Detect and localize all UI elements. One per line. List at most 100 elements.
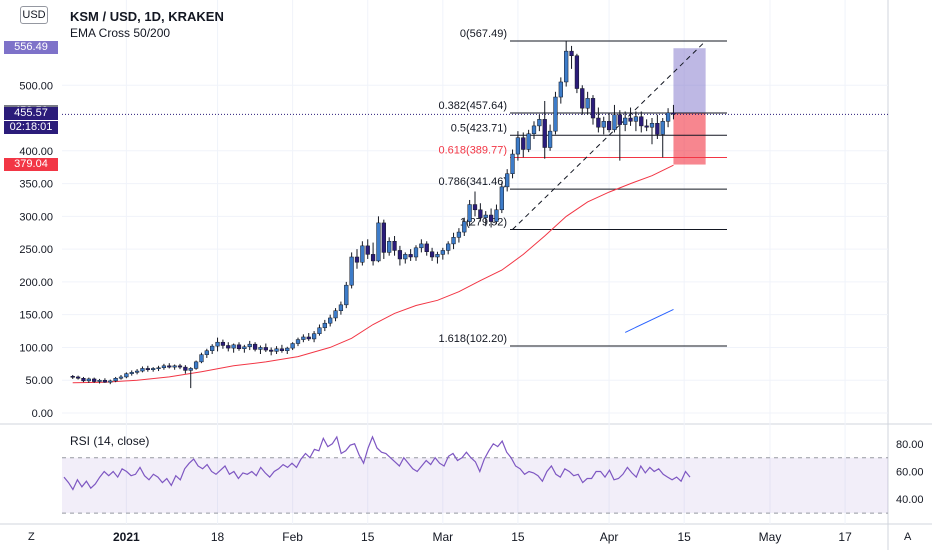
candle-body [488,214,494,222]
candle-body [521,137,526,150]
candle-body [279,348,285,351]
candle-body [408,254,413,258]
candle [387,237,392,256]
symbol-title[interactable]: KSM / USD, 1D, KRAKEN [70,9,224,24]
candle-body [193,361,199,369]
candle-body [574,55,580,89]
rsi-band [62,457,888,514]
candle-body [236,344,242,350]
candle-body [70,376,75,378]
x-tick-label: 15 [361,530,375,544]
candle [204,348,209,358]
candle [236,342,242,351]
candle-body [483,214,488,218]
candle [633,111,639,132]
candle-body [220,341,226,346]
fib-level-label: 1.618(102.20) [439,333,508,345]
timezone-icon[interactable]: Z [28,531,35,543]
candle [108,379,113,385]
candle [140,366,145,373]
candle [70,374,75,379]
candle-body [499,186,504,211]
candle [558,77,563,104]
candle-body [446,243,451,251]
candle [301,334,306,343]
candle-body [354,256,360,263]
candle-body [108,380,113,383]
rsi-label[interactable]: RSI (14, close) [70,434,150,448]
candle [569,45,574,69]
candle-body [349,256,354,286]
candle-body [344,284,349,306]
candle [210,344,215,355]
candle-body [226,345,231,349]
candle-body [199,354,204,363]
candle [134,369,140,375]
fib-level-label: 0.5(423.71) [451,122,507,134]
candle [274,346,279,355]
candle [499,182,504,214]
candle [644,119,649,132]
candle [419,239,424,253]
candle-body [435,254,440,258]
candle [360,241,365,266]
candle-body [537,119,542,127]
price-tag: 379.04 [4,157,58,171]
candle [515,131,521,161]
candle-body [113,378,118,382]
candle-body [601,121,606,128]
candle [467,199,472,227]
candle-body [590,98,596,119]
candle [413,245,419,261]
candle-body [419,243,424,249]
candle-body [258,347,263,350]
candle-body [542,119,547,148]
candle-body [558,81,563,98]
candle-body [204,350,209,355]
x-tick-label: May [759,530,782,544]
candle [590,95,596,125]
candle [628,107,633,126]
auto-scale-icon[interactable]: A [904,531,912,543]
candle [102,378,108,383]
candle-body [172,365,177,368]
y-tick-label: 200.00 [19,277,53,289]
candle [403,252,408,264]
y-tick-label: 400.00 [19,146,53,158]
candle-body [612,114,617,131]
candle-body [526,133,531,150]
candle [231,343,236,353]
candle [478,203,483,222]
indicator-label[interactable]: EMA Cross 50/200 [70,26,171,40]
candle [129,370,134,376]
candle [124,372,129,379]
candle-body [252,343,258,350]
candle [596,107,601,133]
candle-body [569,50,574,57]
candle [242,344,247,353]
candle [494,204,499,225]
candle-body [167,365,172,368]
candle [156,365,161,372]
candle [381,219,386,259]
candle [167,363,172,369]
candle-body [263,347,268,351]
candle-body [145,368,150,370]
candle-body [301,336,306,340]
currency-button[interactable]: USD [20,6,48,24]
candle [306,333,311,341]
y-tick-label: 100.00 [19,342,53,354]
candle [665,108,671,128]
candle [580,85,585,115]
candle-body [564,50,569,83]
candle [531,121,537,140]
candle-body [547,130,553,148]
candle-body [553,96,558,132]
candle-body [97,379,102,382]
candle-body [467,204,472,222]
candle-body [311,333,317,340]
candle [553,91,558,135]
candle-body [456,231,462,238]
candle [349,252,354,289]
candle-body [317,327,322,334]
